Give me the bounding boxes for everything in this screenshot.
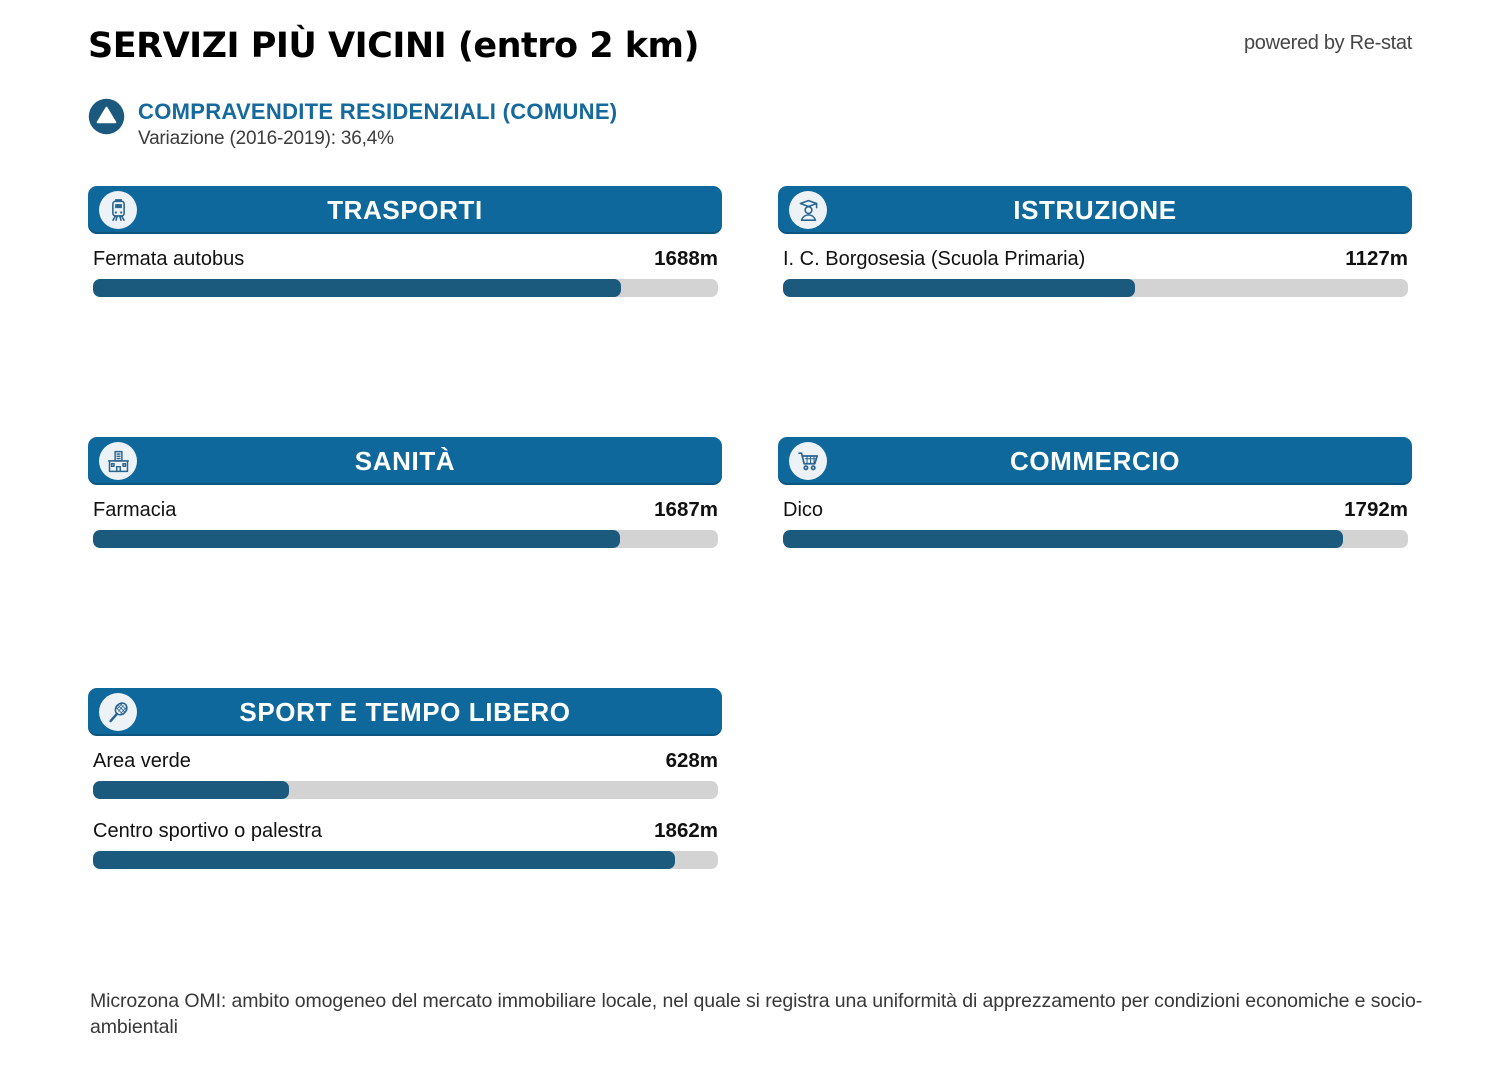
summary-subtitle: Variazione (2016-2019): 36,4%: [138, 128, 394, 149]
item-value: 1792m: [1344, 498, 1408, 521]
graduate-icon: [789, 191, 827, 229]
card-title: SPORT E TEMPO LIBERO: [239, 696, 571, 727]
hospital-icon: [99, 442, 137, 480]
racket-icon: [99, 693, 137, 731]
distance-bar-fill: [93, 851, 675, 869]
distance-item: Dico 1792m: [778, 498, 1412, 548]
distance-item: Area verde 628m: [88, 749, 722, 799]
distance-bar-track: [93, 851, 718, 869]
item-value: 1862m: [654, 819, 718, 842]
distance-bar-fill: [93, 279, 621, 297]
item-row: Dico 1792m: [783, 498, 1408, 522]
item-row: Centro sportivo o palestra 1862m: [93, 819, 718, 843]
item-label: Dico: [783, 499, 824, 521]
card-header-commercio: COMMERCIO: [778, 437, 1412, 485]
card-title: ISTRUZIONE: [1013, 194, 1177, 225]
trend-up-icon: [88, 98, 125, 135]
page-title: SERVIZI PIÙ VICINI (entro 2 km): [88, 26, 700, 66]
cart-icon: [789, 442, 827, 480]
item-row: Area verde 628m: [93, 749, 718, 773]
distance-bar-fill: [783, 530, 1343, 548]
distance-bar-track: [93, 279, 718, 297]
distance-item: I. C. Borgosesia (Scuola Primaria) 1127m: [778, 247, 1412, 297]
card-header-sanita: SANITÀ: [88, 437, 722, 485]
card-header-sport: SPORT E TEMPO LIBERO: [88, 688, 722, 736]
item-label: Area verde: [93, 750, 191, 772]
card-title: TRASPORTI: [327, 194, 483, 225]
distance-bar-track: [93, 781, 718, 799]
item-row: Farmacia 1687m: [93, 498, 718, 522]
distance-bar-track: [783, 279, 1408, 297]
distance-bar-track: [783, 530, 1408, 548]
summary-title: COMPRAVENDITE RESIDENZIALI (COMUNE): [138, 99, 618, 124]
report-page: SERVIZI PIÙ VICINI (entro 2 km) powered …: [0, 26, 1500, 1065]
distance-bar-fill: [783, 279, 1136, 297]
summary-text: COMPRAVENDITE RESIDENZIALI (COMUNE) Vari…: [138, 98, 617, 150]
summary-block: COMPRAVENDITE RESIDENZIALI (COMUNE) Vari…: [88, 98, 1412, 150]
card-title: SANITÀ: [354, 445, 456, 476]
item-value: 1688m: [654, 247, 718, 270]
distance-item: Farmacia 1687m: [88, 498, 722, 548]
footnote: Microzona OMI: ambito omogeneo del merca…: [90, 990, 1423, 1038]
item-row: Fermata autobus 1688m: [93, 247, 718, 271]
distance-item: Centro sportivo o palestra 1862m: [88, 819, 722, 869]
item-value: 1127m: [1345, 247, 1408, 270]
item-value: 1687m: [654, 498, 718, 521]
distance-item: Fermata autobus 1688m: [88, 247, 722, 297]
header-row: SERVIZI PIÙ VICINI (entro 2 km) powered …: [88, 26, 1412, 66]
distance-bar-fill: [93, 530, 621, 548]
card-sport: SPORT E TEMPO LIBERO Area verde 628m Cen…: [88, 688, 722, 869]
item-label: Farmacia: [93, 499, 177, 521]
item-row: I. C. Borgosesia (Scuola Primaria) 1127m: [783, 247, 1408, 271]
card-commercio: COMMERCIO Dico 1792m: [778, 437, 1412, 688]
card-istruzione: ISTRUZIONE I. C. Borgosesia (Scuola Prim…: [778, 186, 1412, 437]
powered-by-label: powered by Re-stat: [1243, 32, 1412, 54]
item-label: Centro sportivo o palestra: [93, 820, 323, 842]
card-trasporti: TRASPORTI Fermata autobus 1688m: [88, 186, 722, 437]
card-header-istruzione: ISTRUZIONE: [778, 186, 1412, 234]
distance-bar-track: [93, 530, 718, 548]
train-icon: [99, 191, 137, 229]
item-label: Fermata autobus: [93, 248, 245, 270]
card-header-trasporti: TRASPORTI: [88, 186, 722, 234]
cards-grid: TRASPORTI Fermata autobus 1688m: [88, 186, 1412, 869]
item-label: I. C. Borgosesia (Scuola Primaria): [783, 248, 1086, 270]
card-sanita: SANITÀ Farmacia 1687m: [88, 437, 722, 688]
card-title: COMMERCIO: [1009, 445, 1181, 476]
item-value: 628m: [665, 749, 718, 772]
distance-bar-fill: [93, 781, 290, 799]
